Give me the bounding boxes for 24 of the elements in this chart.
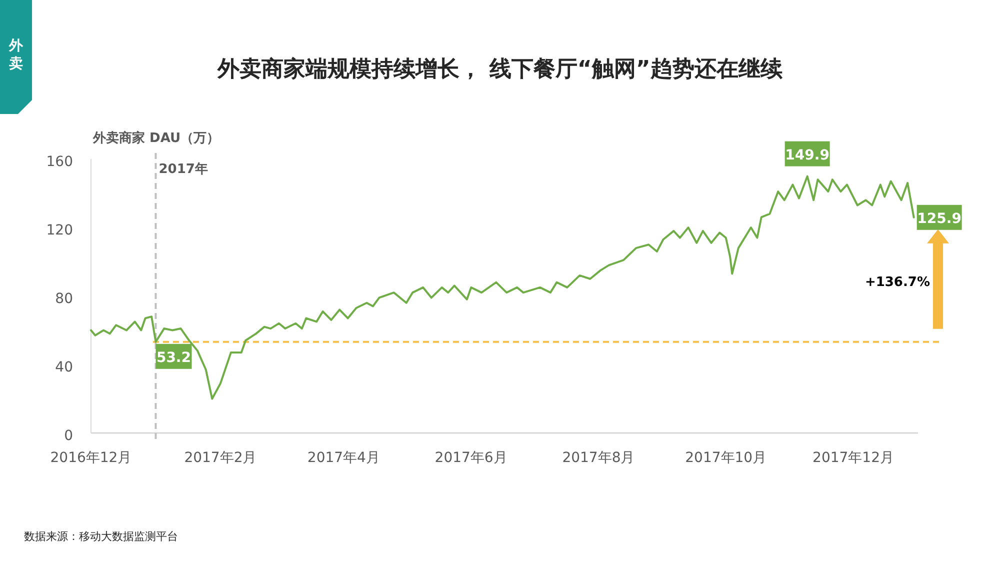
source-note: 数据来源：移动大数据监测平台 (24, 530, 178, 543)
annotation: 149.9 (785, 147, 830, 164)
y-tick-label: 80 (55, 291, 73, 307)
x-tick-label: 2016年12月 (50, 450, 132, 466)
value-label: 53.2 (156, 344, 192, 369)
x-tick-label: 2017年4月 (307, 450, 380, 466)
y-axis-title: 外卖商家 DAU（万） (92, 130, 220, 146)
chart-title: 外卖商家端规模持续增长， 线下餐厅“触网”趋势还在继续 (216, 56, 782, 82)
x-tick-label: 2017年8月 (562, 450, 635, 466)
annotation: 125.9 (917, 210, 962, 227)
x-tick-label: 2017年2月 (184, 450, 257, 466)
x-tick-label: 2017年12月 (812, 450, 894, 466)
value-label: 125.9 (916, 204, 962, 230)
annotation: +136.7% (864, 275, 930, 290)
y-tick-label: 160 (46, 154, 73, 170)
y-tick-label: 40 (55, 360, 73, 376)
x-tick-label: 2017年6月 (434, 450, 508, 466)
annotation: 53.2 (156, 350, 192, 366)
y-tick-label: 120 (46, 222, 73, 238)
x-tick-label: 2017年10月 (685, 450, 767, 466)
text: 外卖 (8, 38, 24, 72)
y-tick-label: 0 (64, 428, 73, 444)
ref-line-label: 2017年 (158, 162, 208, 177)
value-label: 149.9 (784, 141, 830, 166)
